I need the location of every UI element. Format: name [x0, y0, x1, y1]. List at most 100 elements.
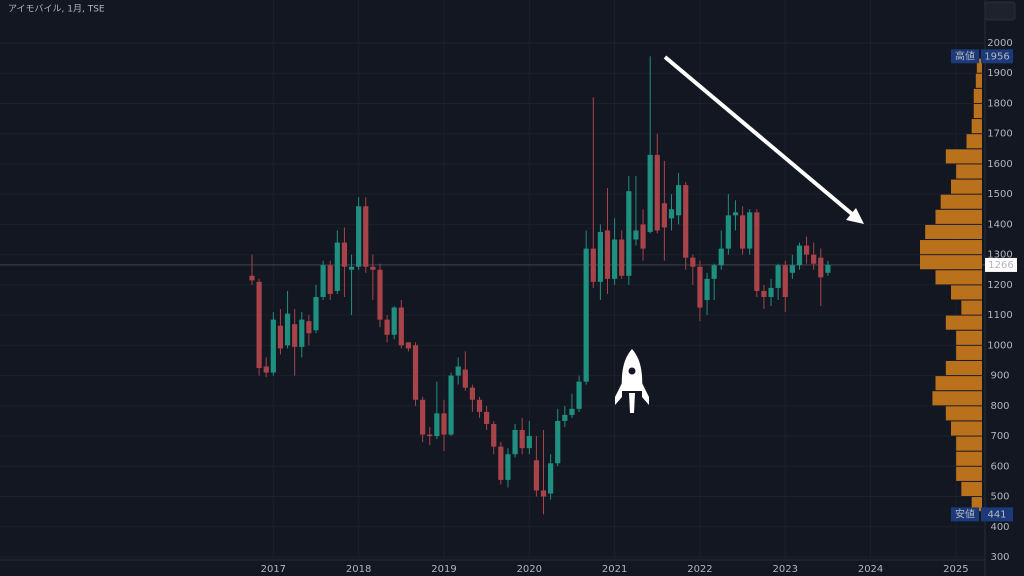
volume-profile-bar: [956, 436, 982, 451]
candle-body: [761, 290, 767, 297]
volume-profile-bar: [951, 421, 982, 436]
candle-body: [434, 413, 440, 437]
candle-body: [292, 324, 298, 347]
candle-body: [448, 375, 454, 435]
last-price-label: 1266: [988, 260, 1013, 271]
candle-body: [384, 319, 390, 335]
volume-profile-bar: [945, 360, 982, 376]
candle-body: [441, 413, 447, 435]
volume-profile-bar: [956, 330, 982, 345]
annotation-value: 441: [987, 509, 1006, 520]
x-tick-label: 2025: [943, 564, 968, 575]
y-tick-label: 1900: [987, 68, 1012, 79]
candle-body: [455, 366, 461, 376]
candle-body: [768, 287, 774, 297]
candle-body: [341, 242, 348, 267]
volume-profile-bar: [956, 466, 982, 481]
volume-profile-bar: [971, 119, 982, 134]
candle-body: [555, 420, 561, 464]
candle-body: [747, 212, 753, 249]
candle-body: [590, 248, 596, 282]
annotation-value-box: [981, 507, 1013, 522]
trend-arrow: [663, 55, 854, 216]
candle-body: [782, 265, 788, 297]
candle-body: [668, 209, 675, 219]
candle-body: [704, 278, 710, 300]
x-tick-label: 2018: [346, 564, 371, 575]
candle-body: [789, 265, 795, 273]
y-tick-label: 400: [990, 522, 1009, 533]
candle-body: [327, 265, 333, 294]
y-tick-label: 1700: [987, 129, 1012, 140]
x-tick-label: 2022: [687, 564, 712, 575]
x-tick-label: 2024: [858, 564, 883, 575]
y-tick-label: 600: [990, 461, 1009, 472]
y-tick-label: 800: [990, 401, 1009, 412]
candle-body: [334, 242, 340, 291]
candle-body: [320, 265, 326, 297]
y-tick-label: 1100: [987, 310, 1012, 321]
volume-profile-bar: [935, 270, 982, 285]
candle-body: [626, 191, 632, 276]
volume-profile-bar: [945, 315, 982, 330]
candle-body: [512, 430, 518, 455]
volume-profile-bar: [951, 179, 982, 194]
candle-body: [505, 454, 511, 480]
volume-profile-bar: [920, 240, 982, 255]
candle-body: [633, 230, 639, 240]
candle-body: [540, 490, 547, 497]
candle-body: [690, 257, 696, 267]
candle-body: [377, 269, 383, 320]
chart-title: アイモバイル, 1月, TSE: [8, 4, 105, 15]
y-tick-label: 1400: [987, 219, 1012, 230]
candle-body: [363, 206, 369, 267]
candle-body: [356, 206, 362, 267]
rocket-icon: [615, 349, 649, 413]
candle-body: [370, 266, 376, 270]
candle-body: [391, 307, 397, 335]
candle-body: [476, 399, 483, 412]
grid: [0, 264, 985, 266]
candle-body: [348, 266, 355, 270]
candle-body: [405, 342, 412, 349]
candle-body: [256, 281, 262, 369]
settings-button[interactable]: [984, 1, 1016, 21]
volume-profile-bar: [961, 481, 982, 497]
volume-profile-bar: [932, 391, 982, 406]
axes: 300 400 500 600 700 800 900 1000 1100 1200 1300 140…: [261, 38, 1017, 575]
candle-body: [811, 254, 817, 264]
candle-body: [647, 154, 653, 232]
x-tick-label: 2021: [602, 564, 627, 575]
candle-body: [533, 460, 539, 491]
y-tick-label: 1500: [987, 189, 1012, 200]
candle-body: [306, 321, 312, 334]
y-tick-label: 900: [990, 371, 1009, 382]
volume-profile-bar: [973, 88, 982, 103]
candle-body: [427, 434, 433, 437]
annotation-label-box: [951, 507, 979, 522]
volume-profile-bar: [971, 497, 982, 512]
x-tick-label: 2017: [261, 564, 286, 575]
candle-body: [612, 239, 618, 279]
volume-profile-bar: [966, 134, 982, 149]
candle-body: [725, 215, 731, 249]
x-tick-label: 2019: [431, 564, 456, 575]
candle-body: [718, 248, 724, 266]
volume-profile: [920, 58, 982, 512]
volume-profile-bar: [973, 103, 982, 119]
candle-body: [576, 381, 582, 409]
volume-profile-bar: [945, 406, 982, 421]
candle-body: [498, 446, 504, 480]
candle-body: [249, 275, 255, 281]
candle-body: [462, 369, 468, 388]
y-tick-label: 1800: [987, 98, 1012, 109]
candle-body: [277, 325, 284, 349]
candle-body: [754, 212, 760, 291]
trend-arrow-head: [846, 208, 864, 224]
volume-profile-bar: [956, 345, 982, 360]
candle-body: [818, 257, 824, 278]
candle-body: [548, 463, 554, 494]
candle-body: [526, 436, 532, 449]
candle-body: [420, 399, 426, 435]
candle-body: [775, 265, 781, 288]
